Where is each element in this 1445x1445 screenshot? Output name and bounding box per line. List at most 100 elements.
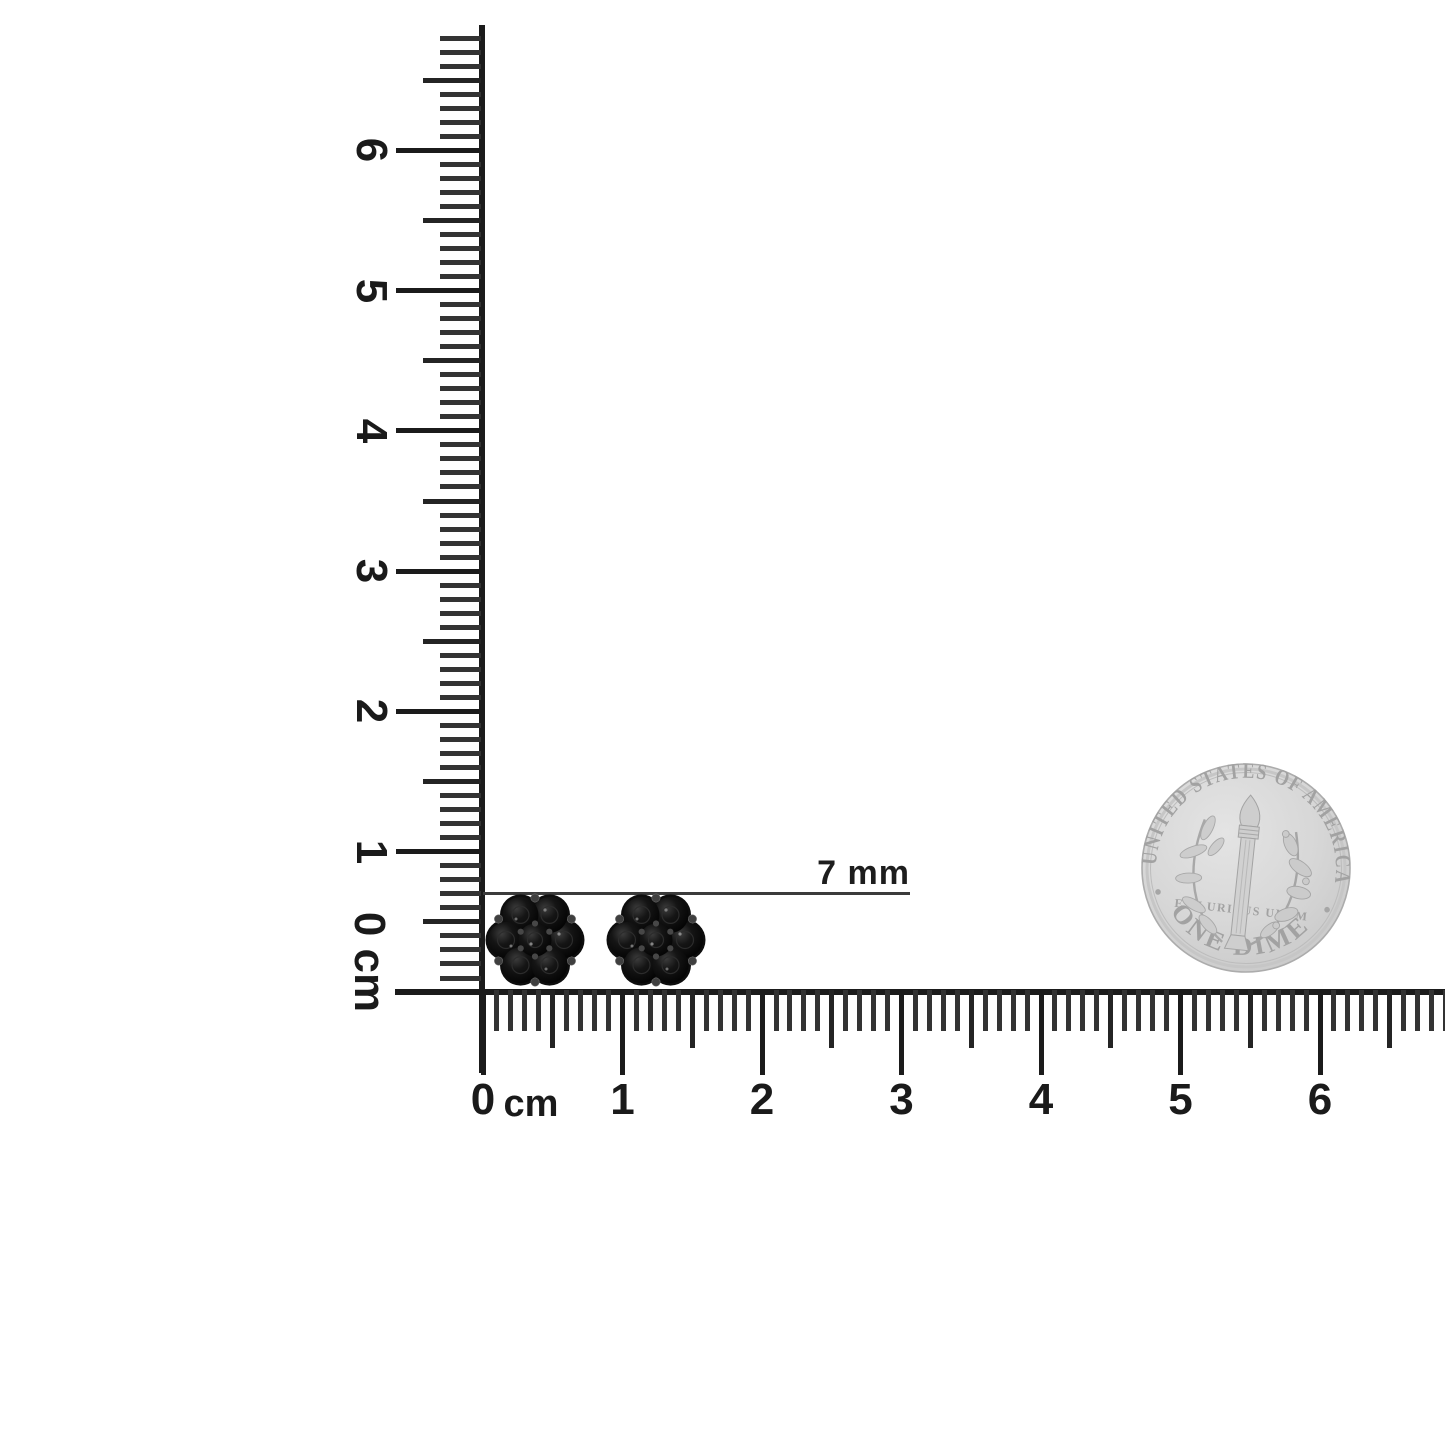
hruler-tick	[745, 990, 751, 1031]
hruler-tick	[731, 990, 737, 1031]
vruler-number: 5	[347, 278, 396, 303]
dimension-label: 7 mm	[817, 854, 910, 892]
vruler-tick	[440, 105, 481, 111]
dime-coin: UNITED STATES OF AMERICA ONE DIME E PLUR…	[1140, 762, 1352, 973]
vruler-tick	[440, 694, 481, 700]
hruler-tick	[1415, 990, 1421, 1031]
vertical-ruler-line	[479, 25, 485, 1073]
vruler-tick	[440, 231, 481, 237]
hruler-tick	[1150, 990, 1156, 1031]
hruler-tick	[787, 990, 793, 1031]
vruler-tick	[440, 259, 481, 265]
hruler-number: 4	[1028, 1075, 1054, 1124]
hruler-tick	[508, 990, 514, 1031]
hruler-tick	[815, 990, 821, 1031]
hruler-tick	[1275, 990, 1281, 1031]
hruler-number: 6	[1307, 1075, 1333, 1124]
hruler-tick	[1219, 990, 1225, 1031]
hruler-number: 5	[1168, 1075, 1193, 1124]
hruler-tick	[926, 990, 932, 1031]
vruler-tick	[440, 821, 481, 827]
vruler-tick	[440, 554, 481, 560]
hruler-cm-tick	[759, 990, 765, 1075]
vruler-tick	[423, 919, 481, 925]
hruler-number: 2	[749, 1075, 775, 1124]
hruler-tick	[1373, 990, 1379, 1031]
vruler-tick	[440, 189, 481, 195]
hruler-tick	[1080, 990, 1086, 1031]
hruler-tick	[564, 990, 570, 1031]
hruler-tick	[1345, 990, 1351, 1031]
earring-stud-right	[605, 893, 707, 987]
vruler-tick	[440, 245, 481, 251]
dimension-line	[483, 892, 910, 895]
hruler-tick	[494, 990, 500, 1031]
hruler-tick	[606, 990, 611, 1031]
hruler-tick	[1233, 990, 1239, 1031]
vruler-cm-tick	[396, 568, 481, 574]
vruler-tick	[440, 751, 481, 756]
hruler-cm-tick	[620, 990, 625, 1075]
hruler-tick	[1205, 990, 1211, 1031]
hruler-cm-tick	[1038, 990, 1044, 1075]
vruler-tick	[440, 456, 481, 462]
vruler-number: 4	[347, 418, 396, 444]
vruler-tick	[423, 779, 481, 784]
vruler-zero-label: 0 cm	[345, 911, 394, 1013]
vruler-tick	[440, 344, 481, 350]
hruler-tick	[982, 990, 988, 1031]
vruler-tick	[440, 905, 481, 911]
vruler-cm-tick	[396, 428, 481, 434]
vruler-tick	[440, 161, 481, 167]
hruler-tick	[1387, 990, 1393, 1048]
hruler-tick	[592, 990, 598, 1031]
flower-cluster	[484, 893, 586, 987]
hruler-tick	[1164, 990, 1169, 1031]
hruler-tick	[1429, 990, 1435, 1031]
vruler-tick	[440, 386, 481, 392]
vruler-tick	[440, 652, 481, 658]
hruler-tick	[857, 990, 863, 1031]
hruler-tick	[829, 990, 835, 1048]
hruler-tick	[1136, 990, 1142, 1031]
hruler-tick	[1359, 990, 1365, 1031]
hruler-tick	[717, 990, 723, 1031]
vruler-tick	[440, 891, 481, 897]
hruler-tick	[647, 990, 653, 1031]
vruler-tick	[440, 63, 481, 69]
vruler-tick	[440, 540, 481, 546]
hruler-tick	[1289, 990, 1295, 1031]
vruler-tick	[440, 947, 481, 953]
vruler-tick	[423, 217, 481, 223]
vruler-tick	[440, 961, 481, 967]
hruler-number: 1	[610, 1075, 635, 1124]
vruler-tick	[440, 274, 481, 279]
vruler-tick	[440, 484, 481, 490]
vruler-tick	[440, 666, 481, 672]
vruler-tick	[440, 203, 481, 209]
hruler-tick	[1443, 990, 1445, 1031]
hruler-tick	[550, 990, 556, 1048]
vruler-cm-tick	[396, 147, 481, 153]
vruler-cm-tick	[396, 288, 481, 293]
hruler-tick	[661, 990, 667, 1031]
earring-stud-left	[484, 893, 586, 987]
hruler-tick	[913, 990, 918, 1031]
hruler-tick	[1122, 990, 1128, 1031]
vruler-tick	[440, 302, 481, 307]
vruler-tick	[440, 737, 481, 742]
hruler-tick	[1401, 990, 1407, 1031]
vruler-tick	[440, 400, 481, 406]
vruler-tick	[440, 680, 481, 686]
hruler-tick	[1094, 990, 1100, 1031]
vruler-tick	[440, 442, 481, 448]
hruler-tick	[885, 990, 890, 1031]
vruler-tick	[423, 358, 481, 364]
hruler-tick	[871, 990, 877, 1031]
hruler-unit-label: cm	[503, 1083, 559, 1125]
vruler-tick	[423, 498, 481, 504]
hruler-tick	[1108, 990, 1114, 1048]
hruler-tick	[773, 990, 779, 1031]
vruler-cm-tick	[396, 708, 481, 714]
